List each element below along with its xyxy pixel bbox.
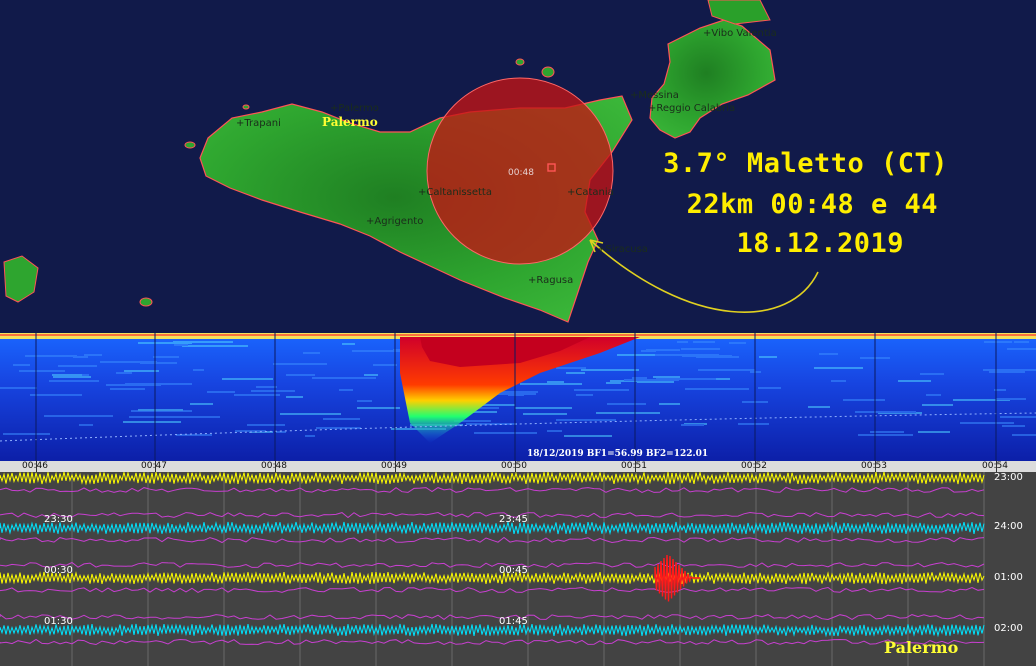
tick-mark [36,461,37,472]
seismic-trace [0,472,985,486]
city-label: +Caltanissetta [418,187,492,198]
city-label: +Palermo [330,103,379,114]
time-mark-label: 23:30 [44,514,73,525]
tick-label: 00:50 [501,461,527,471]
station-label: Palermo [884,638,959,657]
event-time-label: 00:48 [508,168,534,178]
seismic-map: +Palermo +Trapani +Caltanissetta +Agrigento… [3,0,948,323]
tick-label: 00:46 [22,461,48,471]
tick-mark [996,461,997,472]
spectrogram-panel [0,333,1036,461]
magnitude-location-text: 3.7° Maletto (CT) [663,148,948,179]
earthquake-event-trace [654,554,700,602]
tick-label: 00:51 [621,461,647,471]
city-label: +Catania [567,187,614,198]
tick-mark [395,461,396,472]
spectrogram-svg [0,333,1036,461]
city-label: +Reggio Calabria [648,103,736,114]
tick-label: 00:49 [381,461,407,471]
epicenter-marker [547,163,556,172]
tick-label: 00:53 [861,461,887,471]
tick-label: 00:54 [982,461,1008,471]
malta-island [3,255,39,303]
tick-mark [635,461,636,472]
hour-label: 02:00 [994,623,1023,634]
tick-label: 00:47 [141,461,167,471]
event-date-text: 18.12.2019 [736,228,904,259]
city-label: +Siracusa [597,244,648,255]
time-mark-label: 01:30 [44,616,73,627]
city-label: +Trapani [236,118,281,129]
tick-mark [875,461,876,472]
city-label: +Ragusa [528,275,574,286]
helicorder-panel [0,472,1036,666]
calabria-north [707,0,771,25]
seismic-trace [0,521,985,536]
city-label: +Agrigento [366,216,424,227]
tick-mark [755,461,756,472]
city-label: +Vibo Valentia [703,28,777,39]
time-mark-label: 00:30 [44,565,73,576]
time-mark-label: 23:45 [499,514,528,525]
depth-time-text: 22km 00:48 e 44 [686,189,938,220]
hour-label: 23:00 [994,472,1023,483]
city-label: +Messina [630,90,679,101]
map-svg [3,0,819,323]
tick-mark [515,461,516,472]
annotation-arrow [589,239,819,313]
seismic-trace [0,623,985,638]
spectrogram-noise [0,341,1036,437]
epicenter-circle [426,77,614,265]
spectrogram-caption: 18/12/2019 BF1=56.99 BF2=122.01 [527,449,709,459]
time-mark-label: 01:45 [499,616,528,627]
seismic-trace [0,571,985,585]
hour-label: 24:00 [994,521,1023,532]
tick-label: 00:52 [741,461,767,471]
tick-label: 00:48 [261,461,287,471]
tick-mark [275,461,276,472]
hour-label: 01:00 [994,572,1023,583]
tick-mark [155,461,156,472]
region-label: Palermo [322,115,378,129]
time-mark-label: 00:45 [499,565,528,576]
helicorder-svg [0,472,985,666]
